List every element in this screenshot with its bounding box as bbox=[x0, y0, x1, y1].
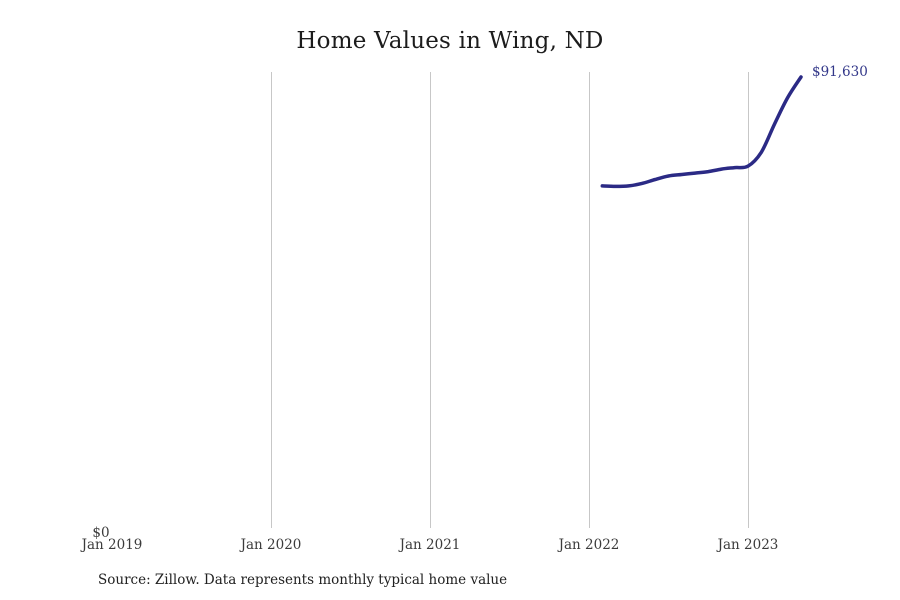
value-line-series bbox=[600, 75, 803, 189]
x-axis-tick-jan-2019: Jan 2019 bbox=[81, 537, 143, 553]
chart-title: Home Values in Wing, ND bbox=[296, 28, 604, 54]
gridline-jan-2022 bbox=[589, 72, 590, 528]
gridline-jan-2023 bbox=[748, 72, 749, 528]
gridline-jan-2020 bbox=[271, 72, 272, 528]
gridline-jan-2021 bbox=[430, 72, 431, 528]
x-axis-tick-jan-2022: Jan 2022 bbox=[558, 537, 620, 553]
y-axis-tick-zero: $0 bbox=[92, 525, 110, 541]
source-attribution: Source: Zillow. Data represents monthly … bbox=[98, 572, 508, 588]
x-axis-tick-jan-2021: Jan 2021 bbox=[399, 537, 461, 553]
latest-value-label: $91,630 bbox=[812, 64, 868, 80]
x-axis-tick-jan-2023: Jan 2023 bbox=[717, 537, 779, 553]
x-axis-tick-jan-2020: Jan 2020 bbox=[240, 537, 302, 553]
